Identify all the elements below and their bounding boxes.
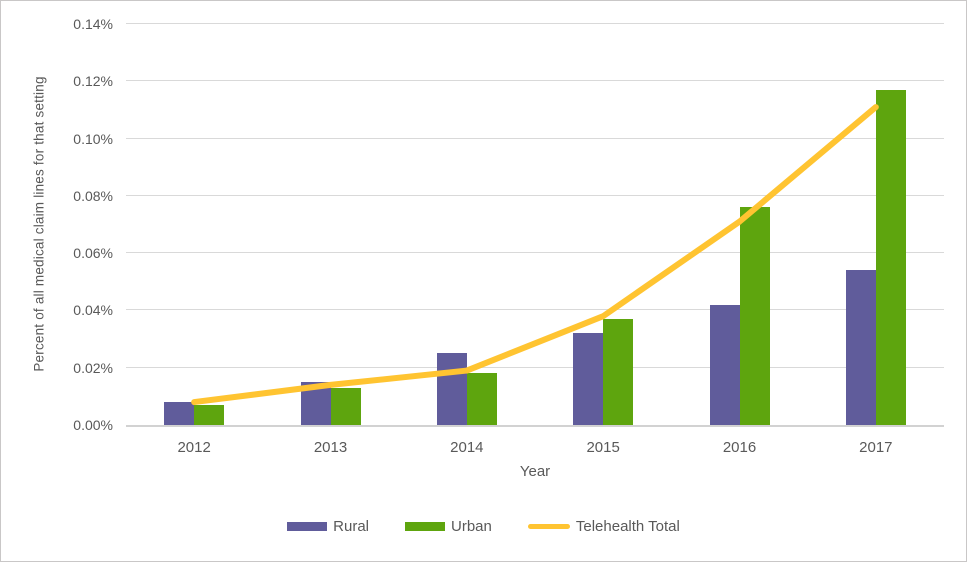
gridline: [126, 252, 944, 254]
gridline: [126, 80, 944, 82]
y-tick-label: 0.12%: [73, 73, 113, 90]
plot-area: 2012 2013 2014 2015 2016 2017: [126, 23, 944, 456]
bar-urban-2017: [875, 89, 906, 425]
legend-label: Rural: [333, 518, 370, 535]
y-tick-label: 0.14%: [73, 16, 113, 32]
legend-label: Telehealth Total: [575, 518, 680, 535]
gridline: [126, 309, 944, 311]
legend-label: Urban: [451, 518, 492, 535]
x-tick-label: 2012: [177, 439, 211, 456]
x-tick-label: 2016: [722, 439, 757, 456]
telehealth-total-line: [191, 104, 879, 406]
legend-item-urban: Urban: [405, 518, 492, 535]
x-tick-label: 2014: [450, 439, 484, 456]
y-tick-label: 0.06%: [73, 245, 113, 262]
bar-rural-2016: [709, 304, 740, 425]
y-tick-label: 0.02%: [73, 359, 113, 376]
legend-item-rural: Rural: [287, 518, 369, 535]
bar-swatch-icon: [405, 522, 446, 531]
bar-urban-2013: [330, 387, 361, 425]
line-swatch-icon: [527, 524, 570, 529]
gridline: [126, 23, 944, 24]
x-tick-label: 2013: [313, 439, 348, 456]
bar-rural-2013: [300, 382, 331, 425]
gridline: [126, 194, 944, 196]
bar-urban-2015: [603, 319, 634, 425]
gridline: [126, 137, 944, 139]
bar-rural-2014: [436, 353, 467, 425]
legend: Rural Urban Telehealth Total: [1, 518, 966, 535]
y-tick-label: 0.04%: [73, 302, 113, 319]
legend-item-telehealth-total: Telehealth Total: [527, 518, 680, 535]
bar-urban-2014: [466, 373, 497, 425]
bar-urban-2016: [739, 207, 770, 425]
y-tick-label: 0.08%: [73, 187, 113, 204]
bar-rural-2015: [573, 333, 604, 425]
bar-urban-2012: [194, 404, 225, 425]
x-tick-label: 2017: [859, 439, 893, 456]
bar-swatch-icon: [287, 522, 328, 531]
x-tick-label: 2015: [586, 439, 620, 456]
x-axis-title: Year: [519, 463, 551, 480]
y-axis-title: Percent of all medical claim lines for t…: [31, 76, 47, 372]
gridline: [126, 366, 944, 368]
y-tick-label: 0.00%: [73, 417, 113, 433]
bar-rural-2012: [164, 402, 195, 425]
y-tick-label: 0.10%: [73, 130, 113, 147]
bar-rural-2017: [845, 270, 876, 425]
